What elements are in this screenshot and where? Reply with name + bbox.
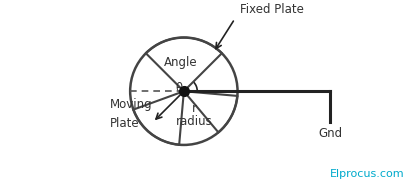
Text: Angle: Angle: [163, 56, 197, 69]
Text: Plate: Plate: [110, 117, 139, 130]
Text: Gnd: Gnd: [318, 127, 342, 140]
Text: r: r: [192, 102, 197, 115]
Text: Elprocus.com: Elprocus.com: [330, 169, 404, 179]
Text: θ: θ: [175, 82, 182, 95]
Text: Fixed Plate: Fixed Plate: [240, 3, 304, 16]
Text: radius: radius: [176, 115, 213, 128]
Text: Moving: Moving: [110, 98, 152, 111]
